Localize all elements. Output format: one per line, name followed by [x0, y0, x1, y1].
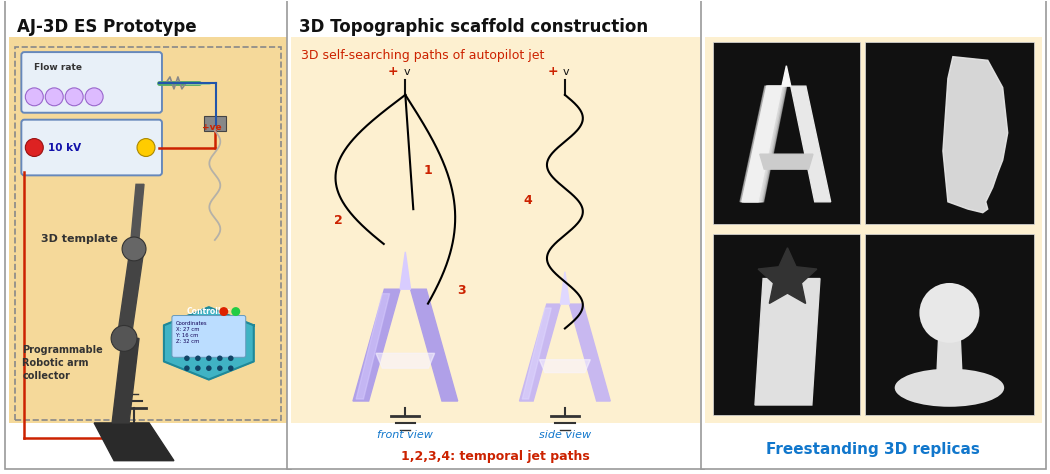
Circle shape [45, 88, 63, 106]
Polygon shape [742, 86, 782, 202]
FancyBboxPatch shape [291, 37, 699, 423]
FancyBboxPatch shape [705, 37, 1042, 423]
Polygon shape [569, 304, 610, 401]
Polygon shape [943, 57, 1008, 213]
Polygon shape [755, 279, 820, 405]
Text: +: + [388, 65, 399, 79]
Text: 3D self-searching paths of autopilot jet: 3D self-searching paths of autopilot jet [300, 48, 544, 62]
Text: 3D template: 3D template [41, 234, 118, 244]
Circle shape [25, 138, 43, 156]
Circle shape [195, 356, 201, 361]
Text: v: v [563, 67, 569, 77]
Circle shape [65, 88, 83, 106]
Bar [713, 42, 860, 224]
Polygon shape [164, 307, 254, 380]
FancyBboxPatch shape [5, 0, 291, 469]
Polygon shape [741, 86, 784, 202]
Text: AJ-3D ES Prototype: AJ-3D ES Prototype [18, 18, 197, 36]
Circle shape [206, 356, 212, 361]
Circle shape [219, 307, 228, 316]
Polygon shape [782, 66, 791, 86]
Text: 10 kV: 10 kV [48, 143, 82, 153]
Polygon shape [94, 423, 174, 461]
Text: side view: side view [539, 430, 591, 440]
Polygon shape [112, 338, 139, 423]
Text: 1: 1 [423, 164, 432, 177]
Circle shape [217, 365, 223, 371]
Text: Freestanding 3D replicas: Freestanding 3D replicas [766, 442, 980, 457]
Polygon shape [130, 184, 144, 249]
Text: front view: front view [377, 430, 434, 440]
Circle shape [228, 365, 233, 371]
Text: Programmable
Robotic arm
collector: Programmable Robotic arm collector [22, 345, 103, 382]
Polygon shape [356, 294, 390, 399]
Polygon shape [561, 272, 569, 304]
Text: 3: 3 [457, 283, 466, 297]
Text: Controller: Controller [187, 307, 231, 316]
Polygon shape [400, 252, 411, 289]
Polygon shape [744, 86, 786, 202]
Bar [204, 116, 226, 131]
Polygon shape [540, 360, 590, 373]
Polygon shape [353, 289, 400, 401]
Text: 1,2,3,4: temporal jet paths: 1,2,3,4: temporal jet paths [401, 450, 589, 463]
Circle shape [195, 365, 201, 371]
Circle shape [184, 356, 190, 361]
Circle shape [138, 138, 155, 156]
Polygon shape [118, 249, 144, 338]
Text: 3D Topographic scaffold construction: 3D Topographic scaffold construction [298, 18, 648, 36]
Polygon shape [522, 308, 551, 399]
Circle shape [122, 237, 146, 261]
Circle shape [920, 283, 980, 343]
Circle shape [25, 88, 43, 106]
Polygon shape [791, 86, 831, 202]
Bar [713, 234, 860, 415]
Text: Coordinates
X: 27 cm
Y: 16 cm
Z: 32 cm: Coordinates X: 27 cm Y: 16 cm Z: 32 cm [176, 320, 208, 344]
Circle shape [231, 307, 240, 316]
Polygon shape [520, 304, 561, 401]
Circle shape [85, 88, 103, 106]
Polygon shape [411, 289, 458, 401]
Text: 4: 4 [523, 194, 531, 207]
Circle shape [217, 356, 223, 361]
Circle shape [228, 356, 233, 361]
FancyBboxPatch shape [172, 316, 246, 357]
Text: +ve: +ve [202, 123, 222, 132]
FancyBboxPatch shape [9, 37, 287, 423]
Circle shape [184, 365, 190, 371]
FancyBboxPatch shape [700, 0, 1046, 469]
Text: v: v [403, 67, 410, 77]
Polygon shape [742, 86, 785, 202]
Polygon shape [760, 154, 813, 169]
Polygon shape [376, 353, 435, 368]
Ellipse shape [895, 369, 1004, 407]
Circle shape [111, 326, 138, 351]
Text: +: + [548, 65, 559, 79]
Polygon shape [937, 340, 963, 388]
Circle shape [206, 365, 212, 371]
Text: 2: 2 [334, 214, 342, 227]
Bar [865, 42, 1033, 224]
FancyBboxPatch shape [21, 52, 162, 113]
Text: Flow rate: Flow rate [35, 64, 82, 73]
Bar [865, 234, 1033, 415]
FancyBboxPatch shape [21, 120, 162, 175]
Polygon shape [758, 248, 817, 303]
FancyBboxPatch shape [287, 0, 704, 469]
Polygon shape [740, 86, 782, 202]
